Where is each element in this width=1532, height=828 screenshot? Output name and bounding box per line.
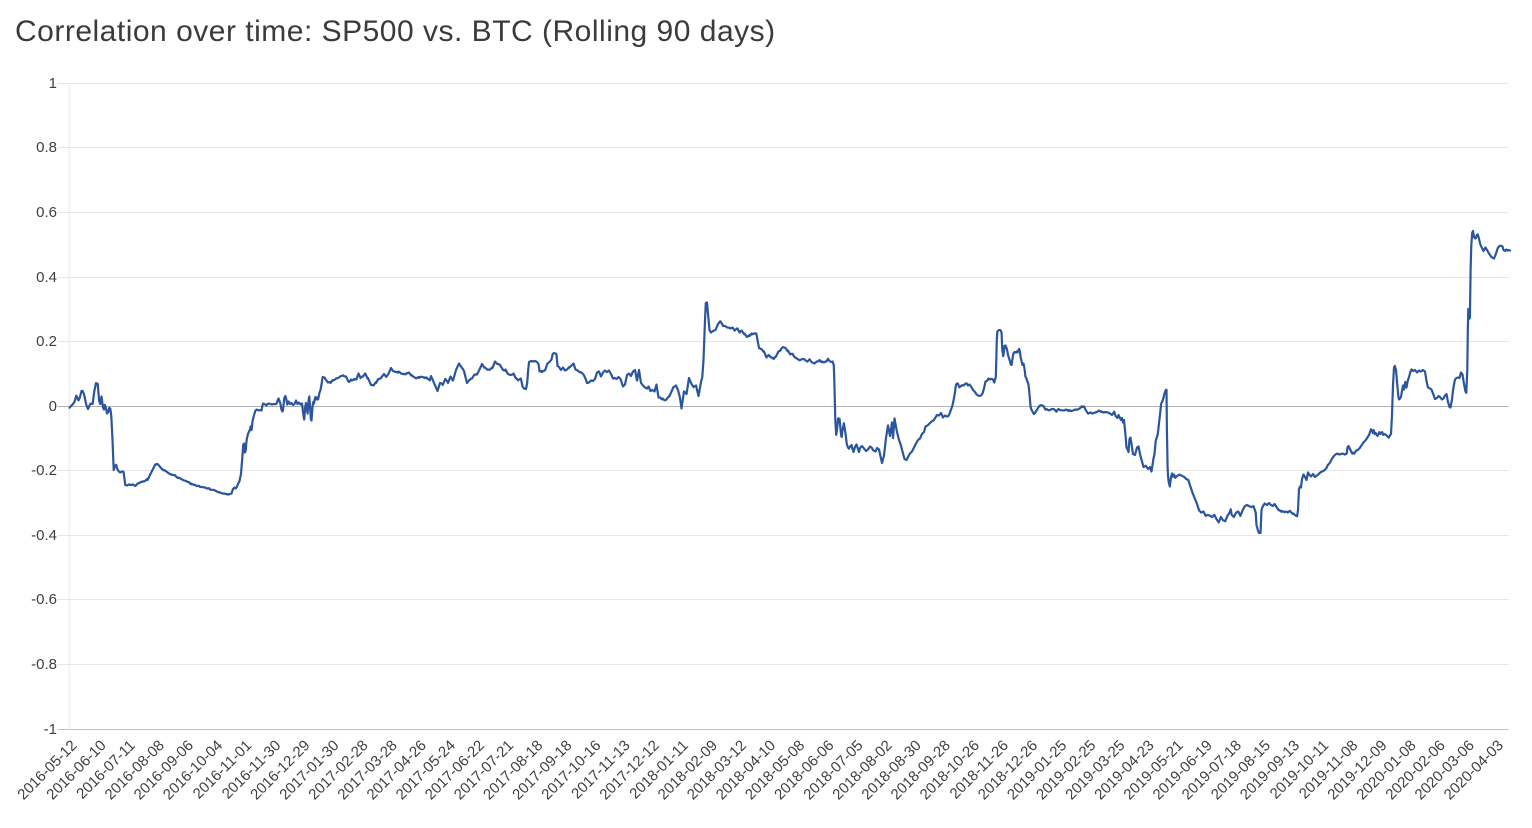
- svg-text:-0.2: -0.2: [31, 462, 57, 479]
- svg-text:-0.8: -0.8: [31, 656, 57, 673]
- svg-text:0.2: 0.2: [36, 333, 57, 350]
- svg-text:0.4: 0.4: [36, 269, 57, 286]
- svg-text:-1: -1: [44, 721, 57, 738]
- svg-text:1: 1: [49, 75, 57, 92]
- svg-text:0: 0: [49, 398, 57, 415]
- svg-text:-0.4: -0.4: [31, 527, 57, 544]
- svg-text:-0.6: -0.6: [31, 591, 57, 608]
- svg-text:0.6: 0.6: [36, 204, 57, 221]
- svg-text:0.8: 0.8: [36, 139, 57, 156]
